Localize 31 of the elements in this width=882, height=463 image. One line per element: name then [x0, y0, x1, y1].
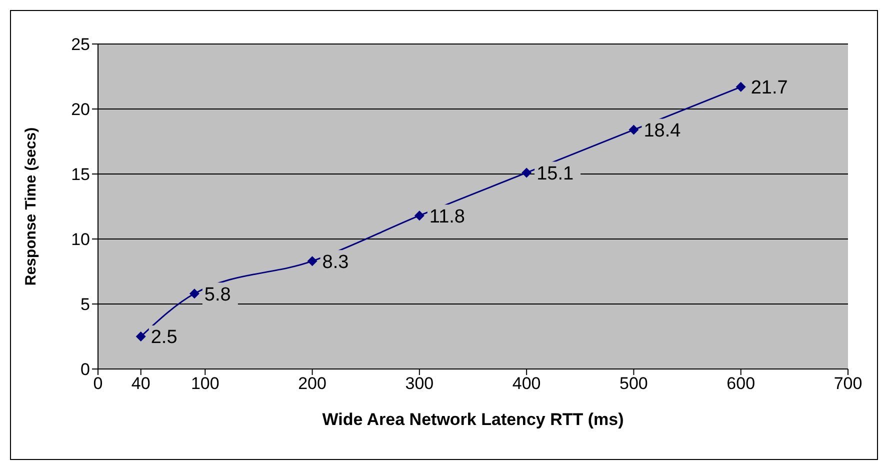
- data-label: 15.1: [536, 163, 574, 184]
- y-tick-label: 25: [71, 35, 90, 54]
- data-label: 2.5: [150, 327, 178, 348]
- x-tick-label: 0: [93, 374, 103, 394]
- point: [736, 82, 746, 92]
- y-axis-title: Response Time (secs): [22, 127, 40, 286]
- x-tick-label: 400: [512, 374, 541, 394]
- y-tick-label: 20: [71, 100, 90, 120]
- y-tick-label: 5: [80, 295, 90, 314]
- x-tick-label: 40: [131, 374, 150, 394]
- x-tick-label: 200: [298, 374, 326, 394]
- x-tick-label: 700: [834, 374, 862, 394]
- y-tick-label: 15: [71, 165, 90, 184]
- x-axis-title: Wide Area Network Latency RTT (ms): [322, 410, 624, 429]
- data-label: 21.7: [750, 78, 788, 99]
- x-tick-label: 500: [620, 374, 648, 394]
- x-tick-label: 600: [726, 374, 756, 394]
- data-label: 11.8: [429, 206, 466, 228]
- point: [307, 256, 318, 266]
- point: [628, 124, 639, 135]
- point: [136, 332, 146, 342]
- y-tick-label: 0: [80, 360, 90, 380]
- point: [522, 168, 532, 178]
- x-tick-label: 300: [405, 374, 434, 394]
- data-label: 8.3: [322, 252, 349, 273]
- data-label: 18.4: [644, 120, 682, 142]
- y-tick-label: 10: [71, 230, 90, 250]
- data-label: 5.8: [204, 284, 231, 306]
- x-tick-label: 100: [190, 374, 220, 394]
- point: [414, 210, 424, 221]
- point: [189, 288, 200, 299]
